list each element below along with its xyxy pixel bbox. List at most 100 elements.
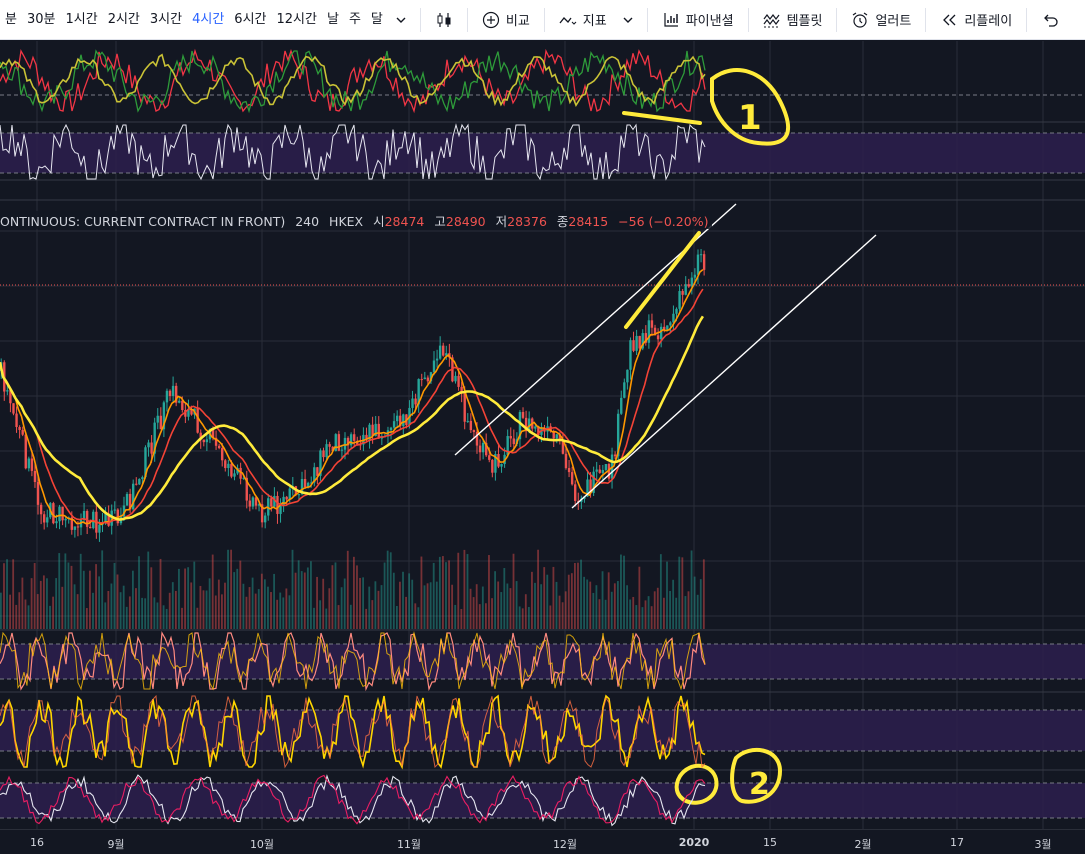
legend-exchange: HKEX [329,214,364,229]
timeframe-item[interactable]: 2시간 [107,11,140,27]
stochastic-signal-line [0,694,706,769]
volume-bar [131,570,134,629]
candle-body [598,469,601,473]
volume-bar [165,608,168,629]
timeframe-item-active[interactable]: 4시간 [192,11,225,27]
candle-body [58,506,61,522]
volume-bar [527,606,530,629]
chevron-down-icon[interactable] [619,11,637,29]
candle-body [469,420,473,431]
timeframe-item[interactable]: 12시간 [276,11,317,27]
volume-bar [174,590,177,629]
volume-bar [656,587,659,629]
replay-button[interactable]: 리플레이 [932,0,1020,39]
volume-bar [3,563,5,629]
volume-bar [306,567,309,629]
timeframe-item[interactable]: 날 [326,11,339,27]
chart-style-button[interactable] [427,0,461,39]
toolbar-divider [466,7,468,32]
candle-body [509,436,512,439]
candle-body [478,445,482,453]
timeframe-item[interactable]: 분 [5,11,17,27]
symbol-legend[interactable]: ONTINUOUS: CURRENT CONTRACT IN FRONT) 24… [0,211,713,229]
legend-low-label: 저 [495,214,508,229]
candle-body [61,506,64,521]
alert-button[interactable]: 얼러트 [843,0,919,39]
volume-bar [73,584,76,629]
candle-body [242,477,245,479]
candle-body [506,436,509,455]
candle-body [322,450,325,458]
volume-bar [644,600,647,629]
volume-bar [42,575,45,629]
volume-bar [598,599,601,629]
candle-body [153,422,156,454]
volume-bar [383,562,386,629]
candle-body [607,463,611,479]
volume-bar [420,556,423,629]
volume-bar [138,556,140,629]
volume-bar [224,582,226,629]
candle-body [414,398,417,405]
volume-bar [98,576,101,629]
volume-bar [512,553,515,629]
replay-label: 리플레이 [964,14,1013,29]
volume-bar [570,573,573,629]
annotation-circle-2 [730,748,783,804]
volume-bar [681,557,684,629]
volume-bar [162,605,165,629]
timeframe-item[interactable]: 30분 [26,11,56,27]
volume-bar [435,581,438,629]
rewind-icon [940,11,958,29]
candle-body [141,477,144,480]
timeframe-item[interactable]: 1시간 [65,11,98,27]
financials-button[interactable]: 파이낸셜 [654,0,742,39]
volume-bar [288,595,291,629]
oscillator-line-white [0,123,706,181]
candle-body [27,458,31,469]
timeframe-item[interactable]: 달 [370,11,383,27]
indicators-button[interactable]: 지표 [551,0,615,39]
volume-bar [438,556,441,629]
volume-bar [168,592,171,629]
timeframe-item[interactable]: 3시간 [149,11,183,27]
time-axis[interactable]: 16 9월 10월 11월 12월 2020 15 2월 17 3월 [0,829,1085,854]
volume-bar [650,606,653,629]
candle-body [395,415,399,422]
oscillator-line-red [0,48,706,114]
candle-body [561,439,565,454]
candle-body [623,382,626,398]
oscillator-band [0,783,1085,818]
volume-bar [362,577,365,629]
timeframe-item[interactable]: 주 [348,11,361,27]
compare-button[interactable]: 비교 [474,0,538,39]
volume-bar [196,607,199,629]
volume-bar [70,565,73,629]
timeframe-item[interactable]: 6시간 [234,11,267,27]
volume-bar [558,595,561,629]
legend-symbol: ONTINUOUS: CURRENT CONTRACT IN FRONT) [0,214,286,229]
candle-body [693,274,697,278]
volume-bar [423,585,426,629]
volume-bar [343,578,346,629]
candle-body [616,413,620,457]
toolbar-divider [925,7,927,32]
chevron-down-icon[interactable] [392,11,410,29]
candle-body [196,408,199,433]
volume-bar [310,561,312,629]
volume-bar [629,599,632,629]
volume-bar [82,570,85,629]
candle-body [389,427,393,431]
candle-body [21,430,24,435]
candle-body [165,390,169,403]
volume-bar [442,556,444,629]
volume-bar [592,592,595,629]
volume-bar [328,588,331,629]
candle-body [699,254,703,256]
candle-body [64,518,67,521]
candle-body [429,372,433,382]
templates-button[interactable]: 템플릿 [755,0,831,39]
chart-svg[interactable]: 12 [0,41,1085,829]
undo-button[interactable] [1033,0,1067,39]
